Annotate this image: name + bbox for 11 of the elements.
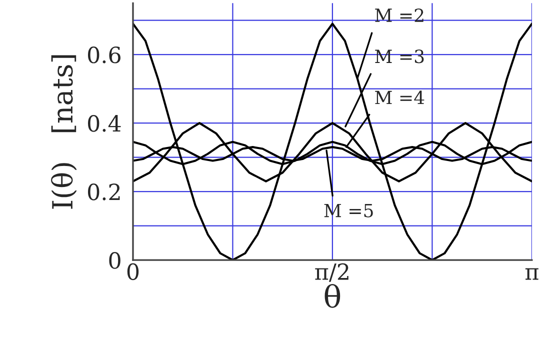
y-axis-title: I(θ) [nats] — [51, 55, 77, 209]
annotation: M =4 — [375, 90, 424, 104]
y-tick-label: 0 — [109, 252, 120, 269]
x-axis-title: θ — [324, 284, 340, 308]
y-tick-label: 0.2 — [88, 184, 120, 200]
y-tick-label: 0.6 — [88, 46, 120, 64]
x-tick-label: π — [525, 268, 538, 280]
y-tick-label: 0.4 — [88, 115, 121, 132]
x-tick-label: π/2 — [315, 263, 348, 282]
x-tick-label: 0 — [127, 263, 139, 280]
annotation: M =2 — [375, 8, 424, 22]
